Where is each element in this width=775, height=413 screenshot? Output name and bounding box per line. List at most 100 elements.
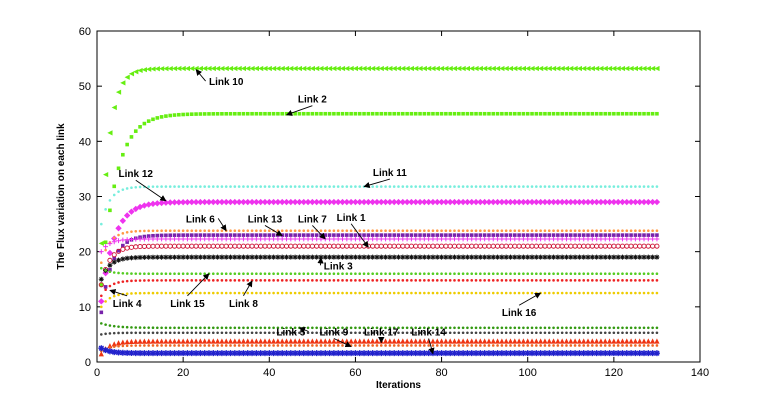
data-point bbox=[348, 254, 354, 260]
data-point bbox=[371, 272, 374, 276]
data-point bbox=[145, 350, 152, 357]
data-point bbox=[149, 350, 156, 357]
data-point bbox=[263, 229, 267, 233]
data-point bbox=[455, 198, 462, 206]
data-point bbox=[356, 198, 363, 206]
data-point bbox=[246, 279, 250, 282]
data-point bbox=[296, 65, 303, 72]
data-point bbox=[435, 185, 439, 188]
data-point bbox=[565, 344, 568, 347]
data-point bbox=[384, 326, 387, 330]
data-point bbox=[227, 198, 234, 206]
data-point bbox=[151, 229, 155, 233]
data-point bbox=[323, 272, 327, 276]
data-point bbox=[111, 341, 117, 347]
data-point bbox=[615, 338, 621, 344]
data-point bbox=[241, 233, 246, 237]
data-point bbox=[560, 344, 564, 347]
data-point bbox=[336, 185, 340, 188]
data-point bbox=[291, 198, 299, 206]
data-point bbox=[367, 272, 370, 276]
series-link-1 bbox=[98, 243, 660, 288]
data-point bbox=[589, 350, 596, 357]
data-point bbox=[533, 350, 540, 357]
annotation-link-17: Link 17 bbox=[364, 328, 399, 344]
data-point bbox=[132, 350, 139, 357]
data-point bbox=[578, 291, 581, 295]
data-point bbox=[336, 272, 340, 276]
data-point bbox=[143, 331, 146, 335]
data-point bbox=[624, 236, 630, 242]
data-point bbox=[530, 185, 534, 188]
data-point bbox=[443, 338, 449, 344]
data-point bbox=[472, 198, 480, 206]
data-point bbox=[279, 338, 285, 344]
data-point bbox=[211, 344, 215, 347]
data-point bbox=[332, 326, 336, 330]
data-point bbox=[301, 65, 307, 72]
data-point bbox=[522, 326, 525, 330]
data-point bbox=[495, 111, 500, 116]
data-point bbox=[426, 236, 432, 242]
data-point bbox=[456, 236, 462, 242]
data-point bbox=[147, 185, 150, 189]
data-point bbox=[384, 229, 387, 233]
data-point bbox=[591, 279, 594, 282]
data-point bbox=[100, 322, 103, 325]
data-point bbox=[629, 185, 633, 188]
data-point bbox=[598, 65, 604, 72]
data-point bbox=[336, 229, 340, 233]
annotation-label: Link 3 bbox=[324, 261, 353, 272]
data-point bbox=[184, 198, 191, 206]
data-point bbox=[309, 198, 316, 206]
data-point bbox=[130, 230, 133, 233]
data-point bbox=[384, 279, 387, 282]
data-point bbox=[367, 291, 370, 295]
data-point bbox=[305, 338, 311, 344]
data-point bbox=[285, 331, 288, 335]
data-point bbox=[362, 331, 366, 335]
data-point bbox=[253, 198, 260, 206]
data-point bbox=[249, 338, 255, 344]
data-point bbox=[474, 344, 478, 347]
data-point bbox=[317, 198, 325, 206]
data-point bbox=[156, 344, 159, 347]
data-point bbox=[285, 185, 288, 188]
data-point bbox=[430, 65, 436, 72]
data-point bbox=[431, 331, 435, 335]
annotation-label: Link 5 bbox=[276, 328, 305, 339]
data-point bbox=[524, 198, 531, 206]
data-point bbox=[117, 293, 120, 297]
data-point bbox=[298, 291, 301, 295]
data-point bbox=[228, 236, 233, 242]
annotation-link-3: Link 3 bbox=[317, 257, 353, 272]
data-point bbox=[439, 254, 445, 260]
data-point bbox=[598, 338, 604, 344]
data-point bbox=[180, 338, 186, 344]
data-point bbox=[451, 350, 458, 357]
data-point bbox=[528, 198, 536, 206]
data-point bbox=[578, 279, 581, 282]
data-point bbox=[647, 344, 650, 347]
data-point bbox=[98, 345, 105, 352]
data-point bbox=[112, 345, 116, 348]
data-point bbox=[401, 233, 405, 237]
data-point bbox=[210, 350, 217, 357]
data-point bbox=[589, 198, 596, 206]
data-point bbox=[242, 229, 245, 233]
data-point bbox=[423, 331, 426, 335]
data-point bbox=[577, 111, 582, 116]
data-point bbox=[427, 331, 430, 335]
data-point bbox=[529, 254, 535, 260]
data-point bbox=[360, 198, 368, 206]
data-point bbox=[352, 350, 359, 357]
data-point bbox=[646, 111, 651, 116]
data-point bbox=[435, 279, 439, 282]
data-point bbox=[137, 254, 143, 260]
data-point bbox=[197, 338, 203, 344]
data-point bbox=[426, 111, 431, 116]
data-point bbox=[470, 279, 474, 282]
data-point bbox=[229, 185, 232, 188]
data-point bbox=[651, 291, 654, 295]
data-point bbox=[343, 198, 351, 206]
